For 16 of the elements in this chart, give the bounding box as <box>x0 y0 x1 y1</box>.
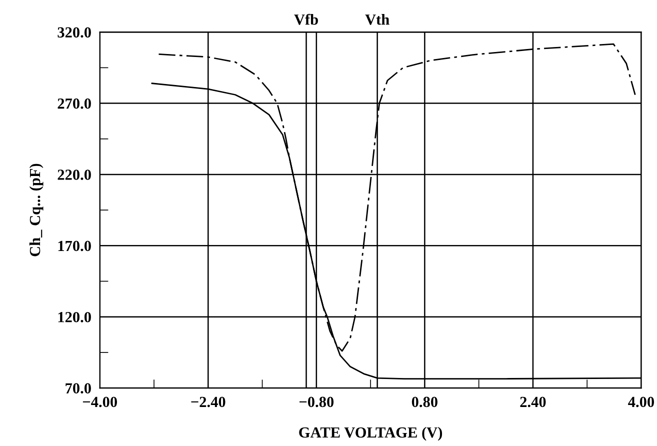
ref-line-label: Vfb <box>294 14 318 25</box>
y-tick-label: 320.0 <box>58 27 91 38</box>
y-tick-label: 220.0 <box>58 170 91 180</box>
y-tick-label: 170.0 <box>58 240 91 252</box>
x-tick-label: 0.80 <box>412 396 438 408</box>
x-tick-label: −2.40 <box>191 396 226 408</box>
x-tick-label: 2.40 <box>520 396 546 408</box>
x-tick-label: −0.80 <box>299 396 334 408</box>
y-axis-title: Ch_ Cq... (pF) <box>29 164 44 256</box>
x-tick-label: 4.00 <box>628 396 654 408</box>
x-axis-title: GATE VOLTAGE (V) <box>299 426 442 441</box>
ref-line-label: Vth <box>365 14 390 25</box>
y-tick-label: 270.0 <box>58 98 91 109</box>
y-tick-label: 70.0 <box>66 383 91 394</box>
y-tick-label: 120.0 <box>58 312 91 322</box>
x-tick-label: −4.00 <box>82 396 117 408</box>
